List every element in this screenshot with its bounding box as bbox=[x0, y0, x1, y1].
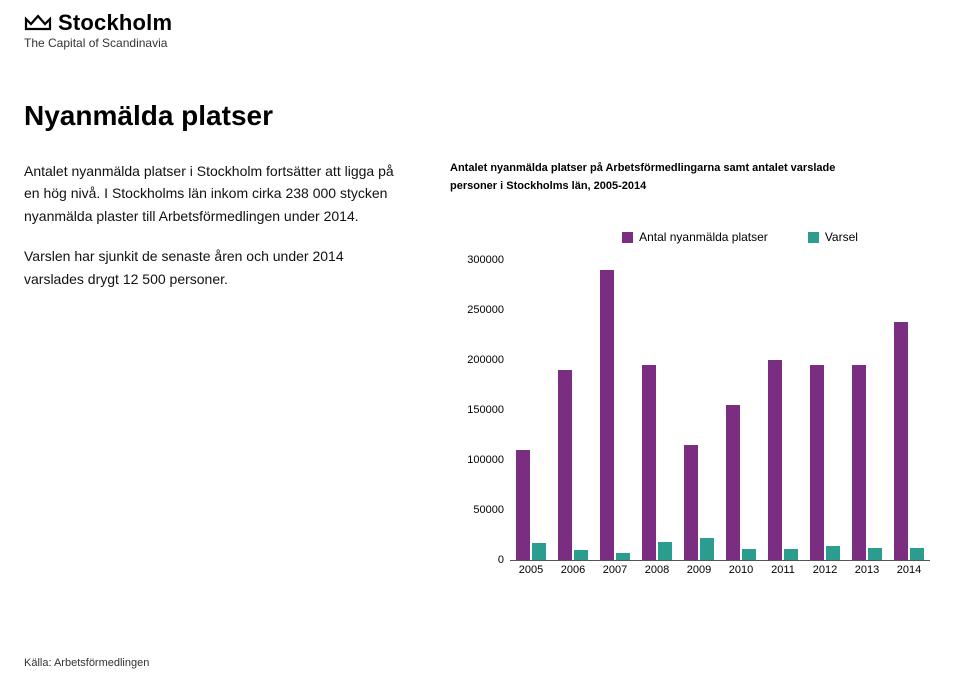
bar bbox=[784, 549, 798, 560]
chart-caption-line2: personer i Stockholms län, 2005-2014 bbox=[450, 180, 646, 192]
logo-tagline: The Capital of Scandinavia bbox=[24, 36, 172, 50]
body-paragraph-2: Varslen har sjunkit de senaste åren och … bbox=[24, 245, 404, 290]
x-tick-label: 2007 bbox=[594, 564, 636, 576]
bar bbox=[700, 538, 714, 560]
x-tick-label: 2005 bbox=[510, 564, 552, 576]
bar bbox=[868, 548, 882, 560]
bar bbox=[768, 360, 782, 560]
chart-plot-area: 050000100000150000200000250000300000 bbox=[510, 260, 930, 561]
body-paragraph-1: Antalet nyanmälda platser i Stockholm fo… bbox=[24, 160, 404, 227]
legend-item: Varsel bbox=[808, 230, 858, 244]
bar bbox=[516, 450, 530, 560]
y-tick-label: 300000 bbox=[458, 254, 504, 266]
bar bbox=[810, 365, 824, 560]
y-tick-label: 100000 bbox=[458, 454, 504, 466]
x-tick-label: 2014 bbox=[888, 564, 930, 576]
body-text: Antalet nyanmälda platser i Stockholm fo… bbox=[24, 160, 404, 308]
chart-caption-line1: Antalet nyanmälda platser på Arbetsförme… bbox=[450, 162, 835, 174]
stockholm-logo: Stockholm The Capital of Scandinavia bbox=[24, 10, 172, 50]
crown-icon bbox=[24, 13, 52, 33]
x-tick-label: 2011 bbox=[762, 564, 804, 576]
page-title: Nyanmälda platser bbox=[24, 100, 273, 132]
chart-x-axis: 2005200620072008200920102011201220132014 bbox=[510, 564, 930, 580]
legend-label: Antal nyanmälda platser bbox=[639, 230, 768, 244]
chart-caption: Antalet nyanmälda platser på Arbetsförme… bbox=[450, 160, 920, 195]
bar-group bbox=[510, 450, 552, 560]
bar bbox=[600, 270, 614, 560]
bar-group bbox=[678, 445, 720, 560]
grouped-bar-chart: Antal nyanmälda platserVarsel 0500001000… bbox=[450, 230, 940, 600]
x-tick-label: 2012 bbox=[804, 564, 846, 576]
bar-group bbox=[720, 405, 762, 560]
legend-item: Antal nyanmälda platser bbox=[622, 230, 768, 244]
bar bbox=[684, 445, 698, 560]
x-tick-label: 2010 bbox=[720, 564, 762, 576]
bar-group bbox=[552, 370, 594, 560]
legend-swatch bbox=[622, 232, 633, 243]
y-tick-label: 50000 bbox=[458, 504, 504, 516]
source-line: Källa: Arbetsförmedlingen bbox=[24, 657, 149, 669]
bar-group bbox=[804, 365, 846, 560]
logo-brand: Stockholm bbox=[58, 10, 172, 36]
x-tick-label: 2008 bbox=[636, 564, 678, 576]
bar-group bbox=[888, 322, 930, 560]
x-tick-label: 2006 bbox=[552, 564, 594, 576]
bar bbox=[894, 322, 908, 560]
y-tick-label: 0 bbox=[458, 554, 504, 566]
bar bbox=[826, 546, 840, 560]
y-tick-label: 200000 bbox=[458, 354, 504, 366]
x-tick-label: 2009 bbox=[678, 564, 720, 576]
bar bbox=[742, 549, 756, 560]
bar bbox=[726, 405, 740, 560]
x-tick-label: 2013 bbox=[846, 564, 888, 576]
bar-group bbox=[846, 365, 888, 560]
bar bbox=[852, 365, 866, 560]
bar-group bbox=[636, 365, 678, 560]
bar bbox=[658, 542, 672, 560]
bar bbox=[616, 553, 630, 560]
bar bbox=[574, 550, 588, 560]
bar bbox=[910, 548, 924, 561]
y-tick-label: 150000 bbox=[458, 404, 504, 416]
bar-group bbox=[594, 270, 636, 560]
legend-swatch bbox=[808, 232, 819, 243]
bar bbox=[642, 365, 656, 560]
chart-legend: Antal nyanmälda platser Varsel bbox=[550, 230, 930, 244]
bar bbox=[558, 370, 572, 560]
bar-group bbox=[762, 360, 804, 560]
bar bbox=[532, 543, 546, 560]
y-tick-label: 250000 bbox=[458, 304, 504, 316]
legend-label: Varsel bbox=[825, 230, 858, 244]
